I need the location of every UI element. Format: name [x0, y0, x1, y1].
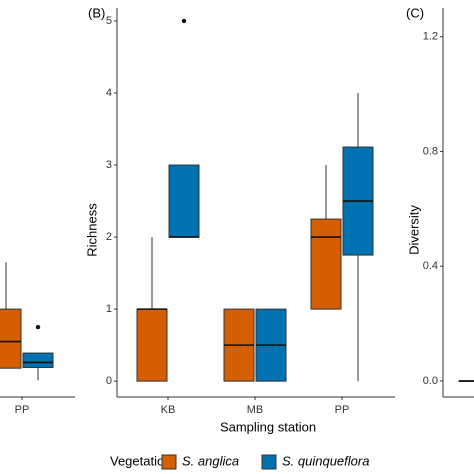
outlier — [35, 324, 41, 330]
box — [0, 308, 22, 369]
y-tick-label: 3 — [106, 159, 112, 171]
y-tick-label: 0.8 — [423, 145, 438, 157]
y-tick-label: 0.4 — [423, 260, 438, 272]
box — [310, 218, 342, 310]
y-tick-label: 4 — [106, 87, 112, 99]
x-tick-label: PP — [15, 404, 30, 416]
y-tick-label: 2 — [106, 231, 112, 243]
outlier — [181, 18, 187, 24]
y-tick-label: 5 — [106, 15, 112, 27]
x-tick-label: MB — [247, 404, 264, 416]
y-tick-label: 1 — [106, 303, 112, 315]
y-axis-title: Diversity — [406, 205, 421, 255]
x-tick-label: KB — [161, 404, 176, 416]
legend-label: S. quinqueflora — [282, 453, 369, 468]
legend-title: Vegetation — [110, 453, 171, 468]
legend-label: S. anglica — [182, 453, 239, 468]
legend-swatch — [161, 454, 177, 470]
box — [168, 164, 200, 238]
y-tick-label: 1.2 — [423, 31, 438, 43]
legend-swatch — [261, 454, 277, 470]
box — [136, 308, 168, 382]
panel-label: (B) — [88, 5, 105, 20]
x-axis-title: Sampling station — [220, 419, 316, 434]
y-tick-label: 0.0 — [423, 375, 438, 387]
y-axis-title: Richness — [84, 203, 99, 257]
x-tick-label: PP — [335, 404, 350, 416]
box — [22, 352, 54, 368]
y-tick-label: 0 — [106, 375, 112, 387]
panel-label: (C) — [406, 5, 424, 20]
